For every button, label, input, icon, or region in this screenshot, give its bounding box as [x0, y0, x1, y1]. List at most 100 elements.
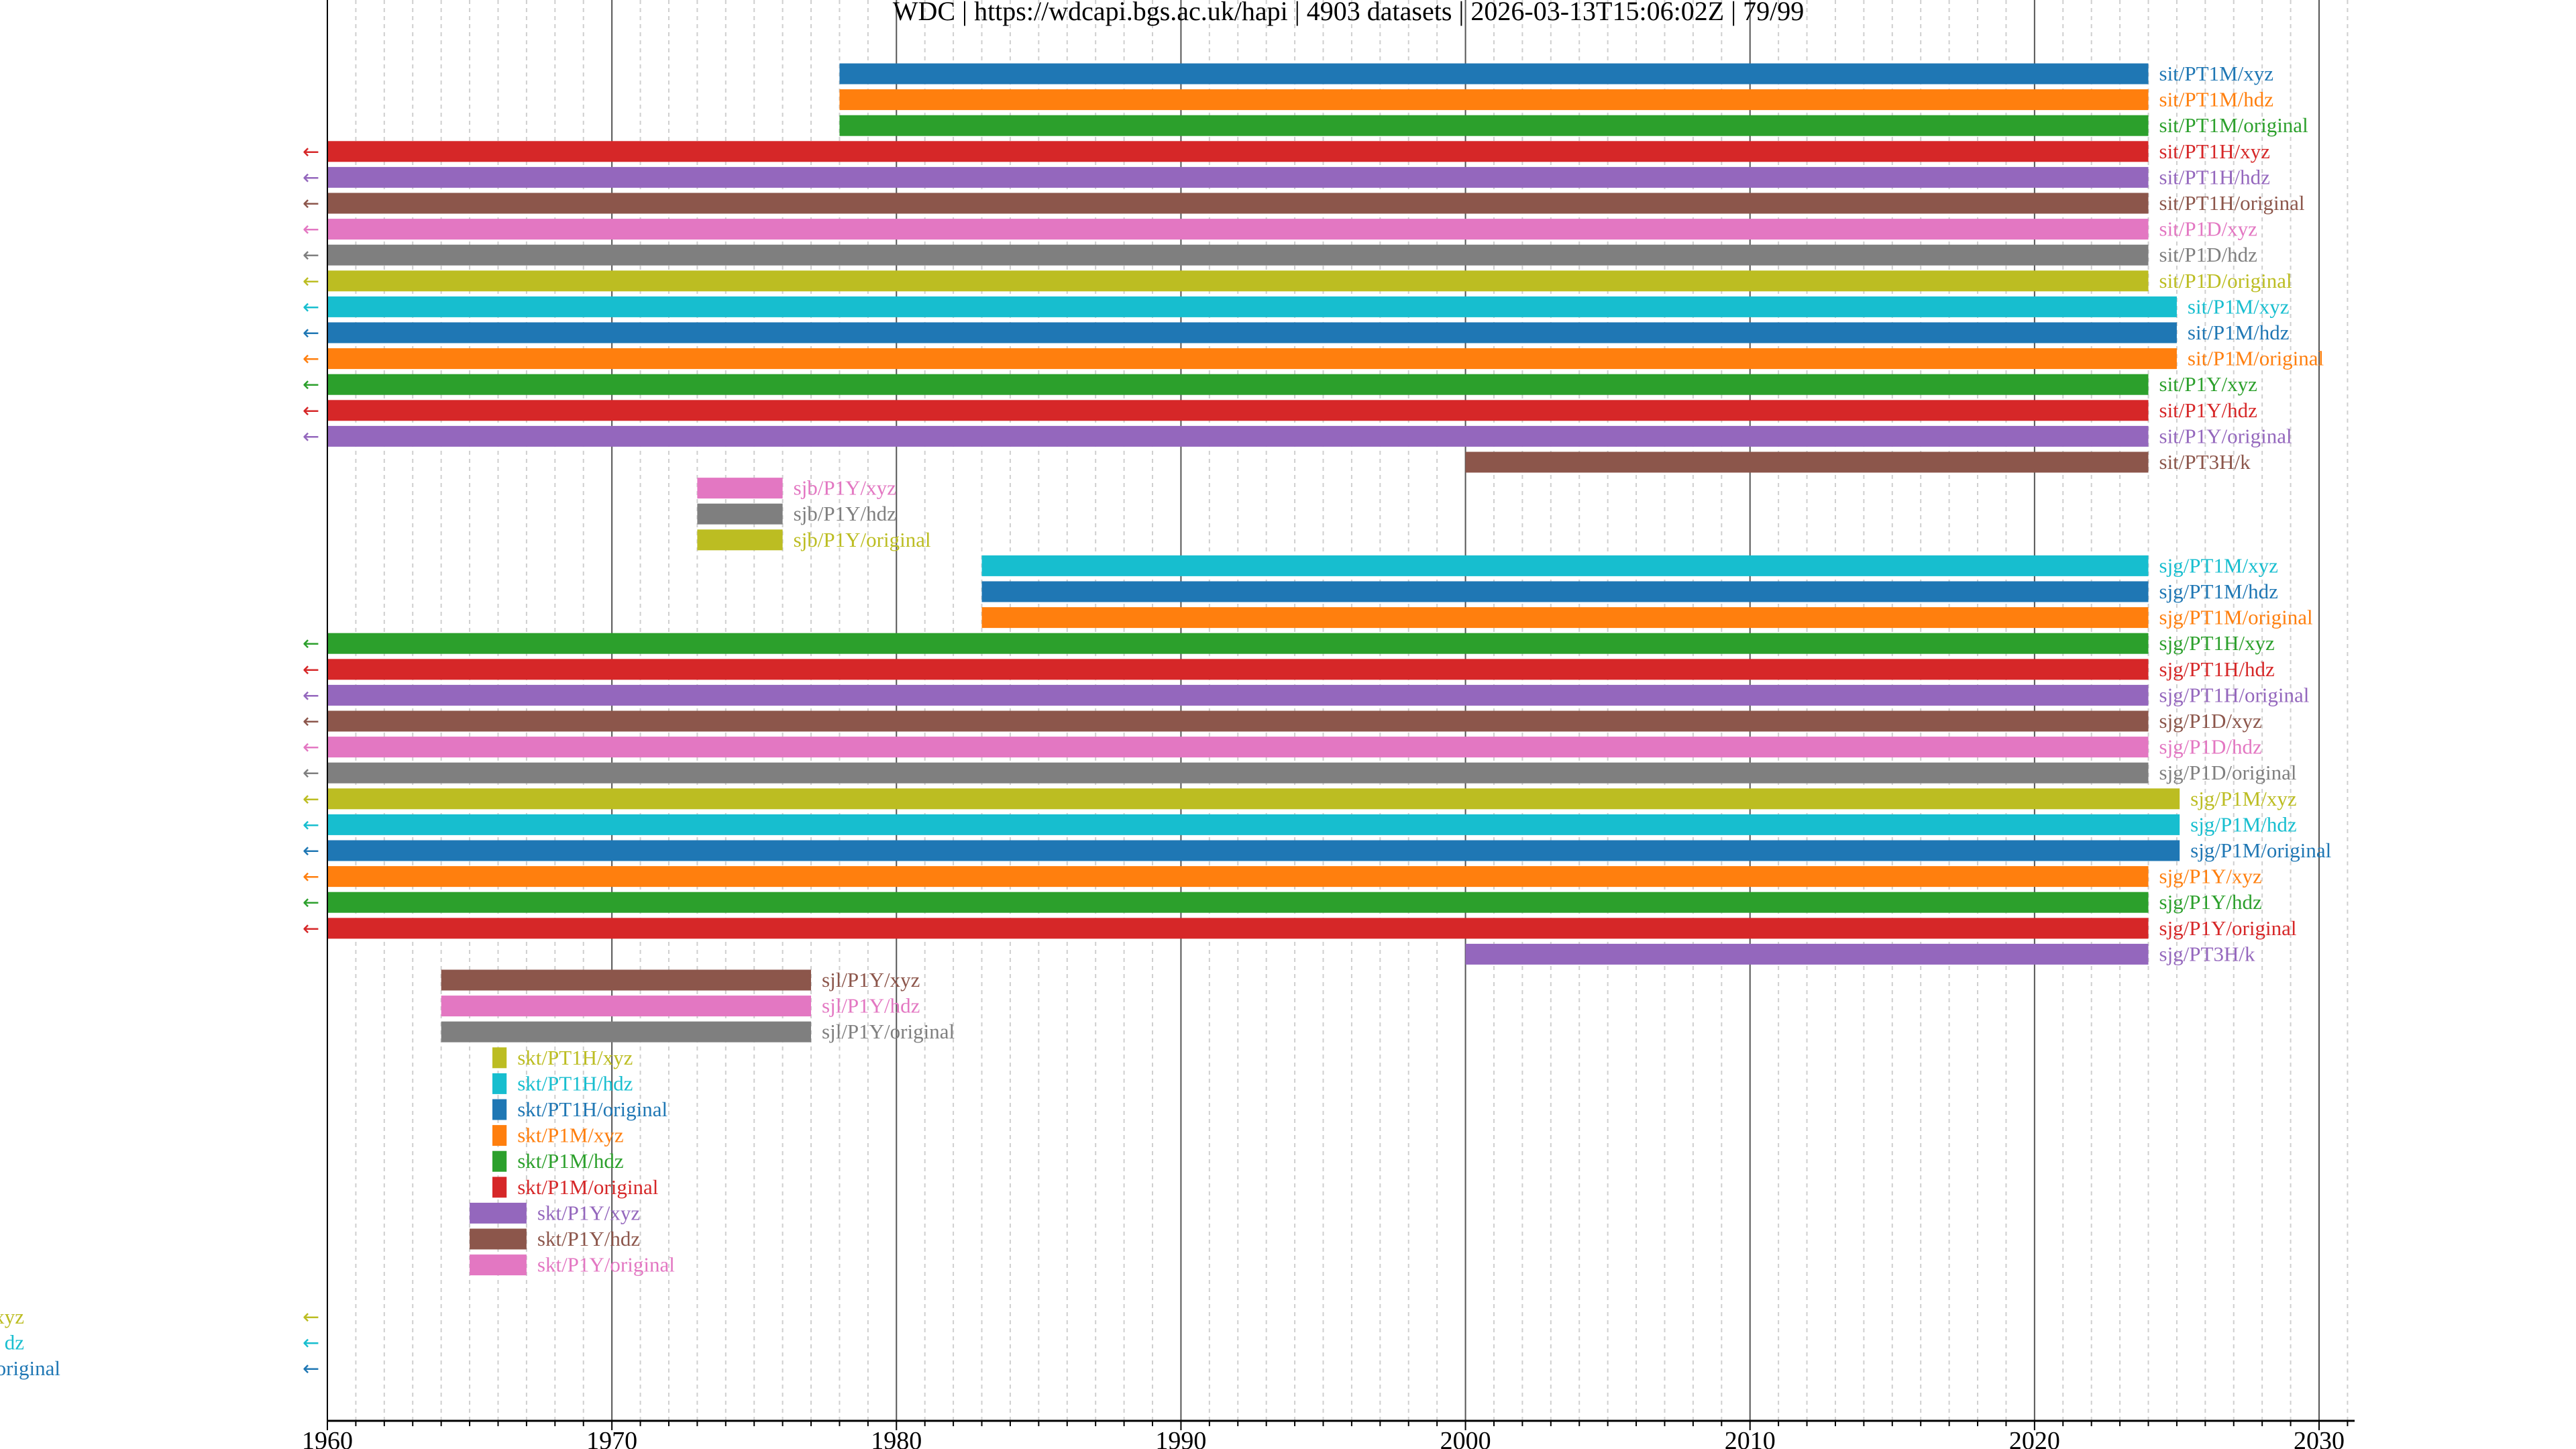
- dataset-label: sjg/PT1H/xyz: [2159, 631, 2275, 655]
- dataset-bar: [327, 166, 2149, 188]
- dataset-label: sjg/P1D/hdz: [2159, 735, 2262, 759]
- dataset-label: sit/P1Y/hdz: [2159, 398, 2257, 422]
- dataset-bar: [327, 866, 2149, 888]
- dataset-bars: sit/PT1M/xyz sit/PT1M/hdzsit/PT1M/origina…: [0, 62, 2331, 1381]
- dataset-bar: [327, 270, 2149, 292]
- x-tick-label: 1980: [871, 1427, 922, 1449]
- dataset-bar: [327, 400, 2149, 421]
- dataset-bar: [839, 115, 2149, 136]
- x-tick-label: 2000: [1440, 1427, 1491, 1449]
- dataset-label: skt/P1Y/original: [537, 1253, 675, 1277]
- dataset-label: xyz: [0, 1305, 24, 1328]
- dataset-bar: [327, 710, 2149, 732]
- dataset-label: sjl/P1Y/xyz: [822, 968, 920, 991]
- dataset-bar: [492, 1125, 507, 1146]
- dataset-label: sit/P1D/hdz: [2159, 243, 2257, 266]
- dataset-label: sit/PT1H/xyz: [2159, 140, 2270, 163]
- dataset-label: skt/PT1H/xyz: [517, 1046, 633, 1069]
- dataset-bar: [697, 503, 783, 525]
- dataset-bar: [327, 762, 2149, 784]
- dataset-bar: [492, 1150, 507, 1172]
- dataset-bar: [981, 581, 2149, 602]
- dataset-bar: [327, 918, 2149, 939]
- dataset-bar: [327, 659, 2149, 680]
- dataset-label: skt/PT1H/hdz: [517, 1071, 633, 1095]
- dataset-bar: [327, 892, 2149, 913]
- dataset-label: sjg/PT1M/hdz: [2159, 580, 2278, 603]
- chart-title: WDC | https://wdcapi.bgs.ac.uk/hapi | 49…: [893, 0, 1805, 26]
- dataset-label: sjg/P1M/xyz: [2190, 787, 2296, 810]
- dataset-bar: [492, 1099, 507, 1120]
- dataset-bar: [327, 193, 2149, 214]
- left-arrow-icon: ←: [303, 295, 319, 319]
- x-tick-label: 1970: [586, 1427, 637, 1449]
- left-arrow-icon: ←: [303, 347, 319, 371]
- dataset-bar: [492, 1047, 507, 1069]
- dataset-bar: [327, 219, 2149, 240]
- dataset-label: sjl/P1Y/hdz: [822, 994, 920, 1018]
- dataset-label: sit/PT1H/hdz: [2159, 165, 2270, 189]
- dataset-bar: [327, 633, 2149, 654]
- dataset-label: sjb/P1Y/original: [794, 528, 931, 551]
- dataset-label: sjg/PT1M/xyz: [2159, 553, 2278, 577]
- dataset-label: sjg/P1M/original: [2190, 839, 2331, 862]
- dataset-bar: [1465, 943, 2149, 965]
- dataset-bar: [327, 840, 2180, 861]
- dataset-label: sjg/P1M/hdz: [2190, 812, 2296, 836]
- left-arrow-icon: ←: [303, 166, 319, 189]
- dataset-label: sjg/PT1H/original: [2159, 683, 2310, 706]
- left-arrow-icon: ←: [303, 736, 319, 759]
- dataset-label: sit/P1M/xyz: [2188, 294, 2290, 318]
- x-tick-label: 1990: [1155, 1427, 1206, 1449]
- left-arrow-icon: ←: [303, 1305, 319, 1329]
- dataset-label: dz: [5, 1330, 24, 1354]
- left-arrow-icon: ←: [303, 218, 319, 241]
- dataset-label: sjg/P1Y/original: [2159, 916, 2297, 940]
- dataset-label: sjg/P1D/original: [2159, 761, 2297, 784]
- x-tick-label: 1960: [302, 1427, 353, 1449]
- left-arrow-icon: ←: [303, 270, 319, 293]
- dataset-bar: [839, 63, 2149, 85]
- dataset-label: sit/P1M/original: [2188, 347, 2324, 370]
- dataset-label: sjg/P1Y/xyz: [2159, 865, 2262, 888]
- dataset-bar: [981, 555, 2149, 576]
- dataset-label: sit/PT3H/k: [2159, 450, 2251, 474]
- left-arrow-icon: ←: [303, 891, 319, 914]
- dataset-bar: [492, 1073, 507, 1094]
- dataset-label: sjb/P1Y/xyz: [794, 476, 896, 500]
- dataset-label: skt/P1M/hdz: [517, 1149, 623, 1173]
- dataset-bar: [327, 141, 2149, 162]
- left-arrow-icon: ←: [303, 710, 319, 733]
- dataset-bar: [327, 374, 2149, 395]
- dataset-label: sjg/P1D/xyz: [2159, 709, 2262, 733]
- left-arrow-icon: ←: [303, 192, 319, 215]
- dataset-label: skt/P1M/original: [517, 1175, 658, 1199]
- dataset-bar: [839, 89, 2149, 111]
- dataset-label: sjg/PT3H/k: [2159, 942, 2255, 965]
- left-arrow-icon: ←: [303, 788, 319, 811]
- left-arrow-icon: ←: [303, 321, 319, 345]
- left-arrow-icon: ←: [303, 399, 319, 423]
- x-tick-label: 2020: [2009, 1427, 2060, 1449]
- dataset-label: sjl/P1Y/original: [822, 1020, 955, 1043]
- dataset-label: sit/PT1M/hdz: [2159, 88, 2274, 111]
- left-arrow-icon: ←: [303, 761, 319, 785]
- dataset-bar: [327, 788, 2180, 810]
- dataset-bar: [470, 1202, 527, 1224]
- dataset-label: sit/P1Y/original: [2159, 424, 2292, 447]
- left-arrow-icon: ←: [303, 1357, 319, 1381]
- left-arrow-icon: ←: [303, 684, 319, 707]
- left-arrow-icon: ←: [303, 658, 319, 682]
- dataset-bar: [327, 737, 2149, 758]
- left-arrow-icon: ←: [303, 917, 319, 941]
- dataset-label: sjg/P1Y/hdz: [2159, 890, 2262, 914]
- dataset-label: sit/P1M/hdz: [2188, 321, 2290, 344]
- dataset-label: skt/P1Y/hdz: [537, 1227, 640, 1250]
- dataset-bar: [327, 425, 2149, 447]
- dataset-label: original: [0, 1356, 60, 1380]
- dataset-label: sit/P1D/xyz: [2159, 217, 2257, 241]
- dataset-bar: [981, 607, 2149, 629]
- dataset-label: skt/PT1H/original: [517, 1097, 667, 1121]
- dataset-bar: [470, 1228, 527, 1250]
